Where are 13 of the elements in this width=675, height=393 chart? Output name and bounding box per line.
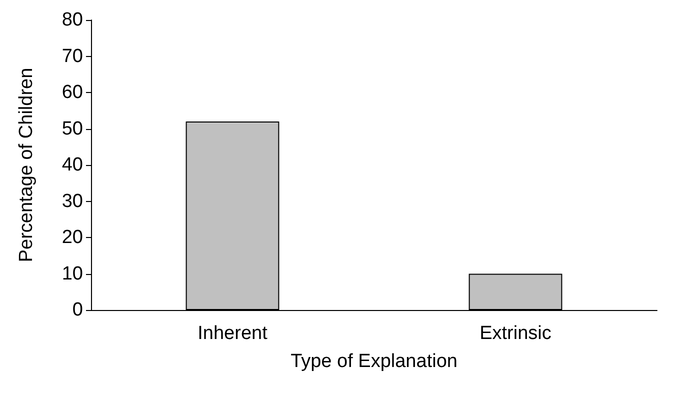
y-tick-label: 80 <box>62 10 83 30</box>
y-tick-label: 50 <box>62 118 83 140</box>
y-axis-title: Percentage of Children <box>16 68 37 262</box>
x-tick-label: Inherent <box>198 323 268 344</box>
y-tick-label: 20 <box>62 227 83 248</box>
x-axis-title: Type of Explanation <box>290 351 458 372</box>
y-tick-label: 30 <box>62 190 83 212</box>
y-tick-label: 10 <box>62 263 83 284</box>
x-tick-label: Extrinsic <box>480 323 552 344</box>
y-tick-label: 70 <box>62 46 83 67</box>
y-tick-label: 0 <box>72 300 83 320</box>
y-tick-label: 60 <box>62 82 83 103</box>
y-tick-label: 40 <box>62 154 83 176</box>
